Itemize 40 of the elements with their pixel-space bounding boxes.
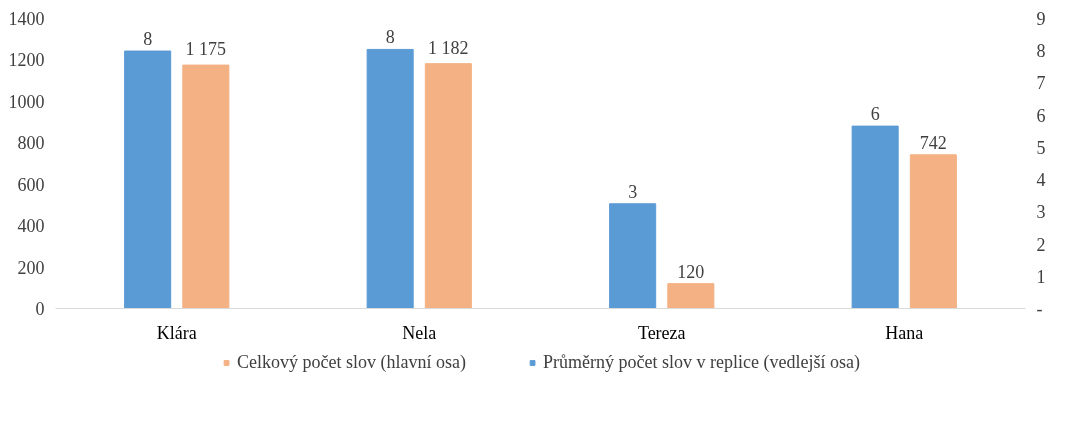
y2-tick-label: 9 bbox=[1036, 9, 1046, 29]
bar bbox=[909, 154, 957, 309]
legend-label: Průměrný počet slov v replice (vedlejší osa) bbox=[543, 351, 860, 373]
x-tick-label: Tereza bbox=[637, 322, 686, 343]
legend-label: Celkový počet slov (hlavní osa) bbox=[237, 351, 467, 373]
y2-tick-label: 1 bbox=[1036, 266, 1046, 287]
bar bbox=[851, 125, 899, 309]
y-tick-label: 800 bbox=[17, 133, 45, 154]
bar bbox=[366, 48, 414, 309]
y2-tick-label: 4 bbox=[1036, 170, 1046, 191]
y-tick-label: 400 bbox=[17, 216, 45, 237]
y2-tick-label: - bbox=[1036, 299, 1043, 319]
bar bbox=[609, 203, 657, 309]
y-tick-label: 1400 bbox=[8, 9, 45, 29]
data-label: 8 bbox=[143, 29, 153, 50]
bar bbox=[182, 64, 230, 309]
y2-tick-label: 2 bbox=[1036, 234, 1046, 255]
x-tick-label: Nela bbox=[402, 322, 437, 343]
x-tick-label: Hana bbox=[885, 322, 924, 343]
y-tick-label: 1200 bbox=[8, 50, 45, 71]
y-tick-label: 600 bbox=[17, 174, 45, 195]
data-label: 6 bbox=[870, 104, 880, 125]
y2-tick-label: 5 bbox=[1036, 137, 1046, 158]
data-label: 742 bbox=[919, 132, 947, 153]
bar bbox=[124, 50, 172, 309]
y-tick-label: 1000 bbox=[8, 91, 45, 112]
y2-tick-label: 8 bbox=[1036, 41, 1046, 62]
x-tick-label: Klára bbox=[156, 322, 197, 343]
data-label: 8 bbox=[385, 27, 395, 48]
y-tick-label: 0 bbox=[35, 299, 45, 319]
bar bbox=[424, 63, 472, 309]
data-label: 1 175 bbox=[185, 39, 227, 60]
y2-tick-label: 7 bbox=[1036, 73, 1046, 94]
y-tick-label: 200 bbox=[17, 257, 45, 278]
data-label: 1 182 bbox=[428, 37, 469, 58]
y2-tick-label: 3 bbox=[1036, 202, 1046, 223]
bar bbox=[667, 283, 715, 309]
data-label: 3 bbox=[628, 181, 638, 202]
data-label: 120 bbox=[677, 261, 705, 282]
y2-tick-label: 6 bbox=[1036, 105, 1046, 126]
